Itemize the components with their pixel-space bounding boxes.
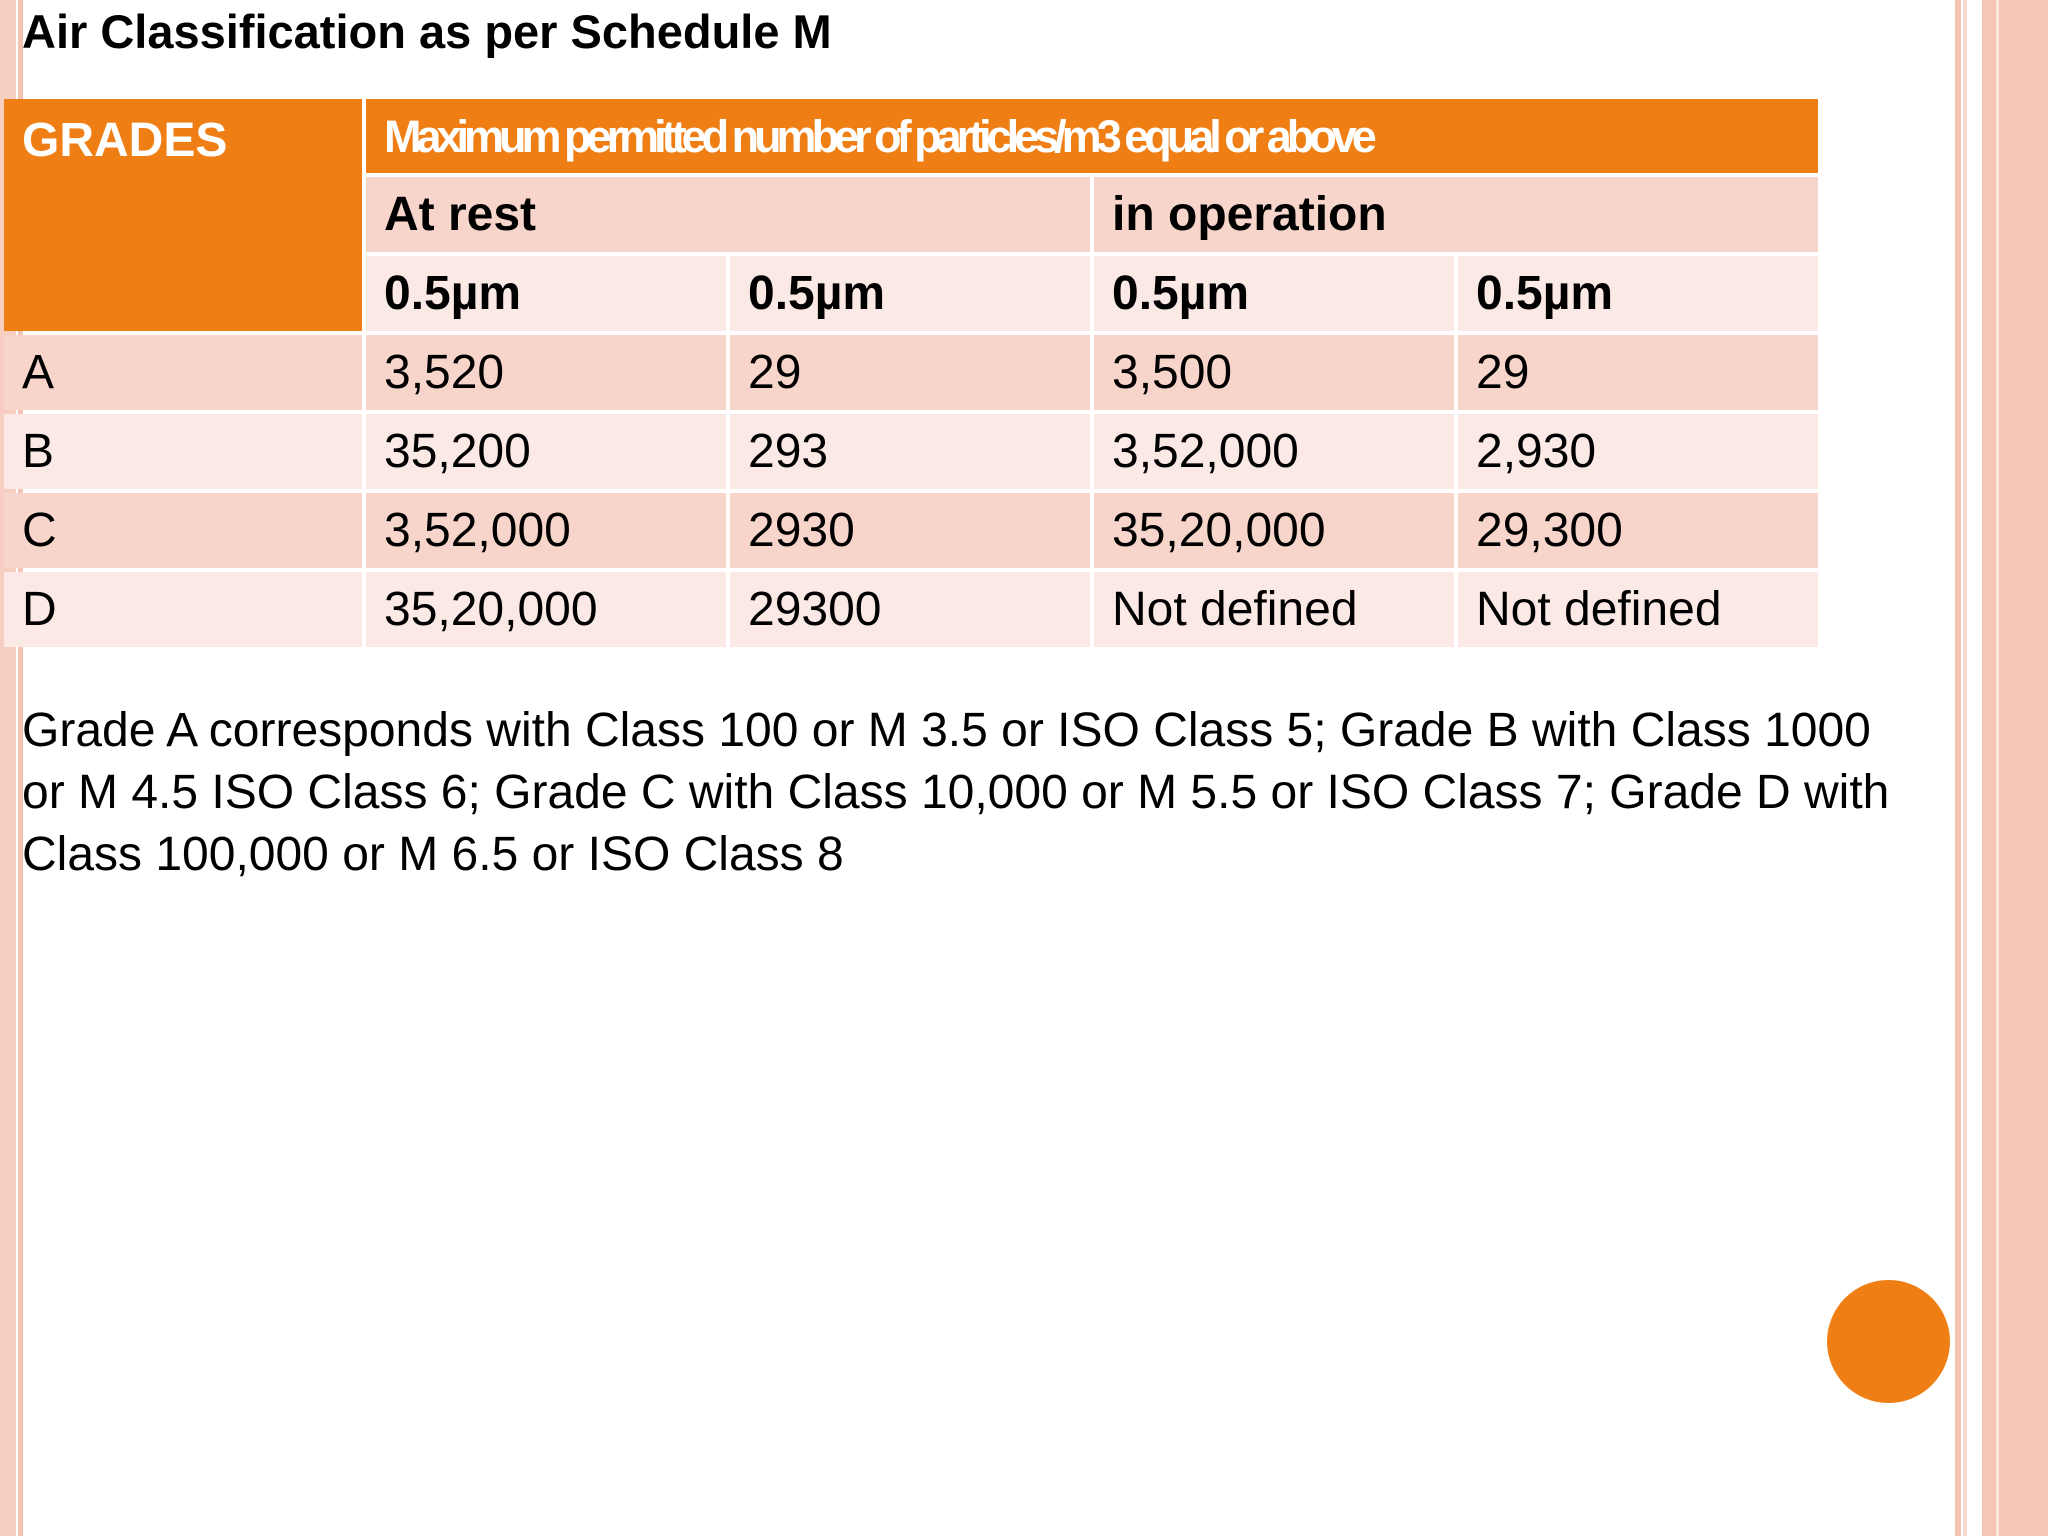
right-border-line-1 [1955, 0, 1961, 1536]
value-cell: Not defined [1094, 572, 1454, 647]
header-row: GRADES Maximum permitted number of parti… [4, 99, 1818, 331]
table-row-grade-c: C 3,52,000 2930 35,20,000 29,300 [4, 493, 1818, 568]
grade-cell: C [4, 493, 362, 568]
unit-header: 0.5µm [366, 256, 726, 331]
value-cell: 29300 [730, 572, 1090, 647]
value-cell: 35,20,000 [366, 572, 726, 647]
max-particles-header-cell: Maximum permitted number of particles/m3… [366, 99, 1818, 173]
value-cell: 2930 [730, 493, 1090, 568]
group-header-row: At rest in operation [4, 177, 1818, 252]
slide-title: Air Classification as per Schedule M [22, 5, 832, 58]
value-cell: 3,52,000 [1094, 414, 1454, 489]
value-cell: 3,52,000 [366, 493, 726, 568]
right-border-line-2 [1963, 0, 1967, 1536]
value-cell: 35,200 [366, 414, 726, 489]
value-cell: 3,520 [366, 335, 726, 410]
right-border-stripe [1982, 0, 2048, 1536]
unit-header: 0.5µm [1094, 256, 1454, 331]
value-cell: 29 [1458, 335, 1818, 410]
table-row-grade-d: D 35,20,000 29300 Not defined Not define… [4, 572, 1818, 647]
unit-header-row: 0.5µm 0.5µm 0.5µm 0.5µm [4, 256, 1818, 331]
right-border-inner-line [1996, 0, 1999, 1536]
grade-cell: D [4, 572, 362, 647]
grades-header: GRADES [22, 114, 228, 167]
unit-header: 0.5µm [1458, 256, 1818, 331]
left-border-line [18, 0, 23, 1536]
grade-cell: B [4, 414, 362, 489]
grades-header-cell: GRADES [4, 99, 362, 331]
air-classification-table: GRADES Maximum permitted number of parti… [0, 95, 1822, 651]
grade-cell: A [4, 335, 362, 410]
max-particles-header: Maximum permitted number of particles/m3… [384, 110, 1377, 162]
value-cell: 35,20,000 [1094, 493, 1454, 568]
value-cell: 3,500 [1094, 335, 1454, 410]
orange-circle-decoration [1827, 1280, 1950, 1403]
grade-correspondence-note: Grade A corresponds with Class 100 or M … [22, 704, 1890, 881]
value-cell: Not defined [1458, 572, 1818, 647]
at-rest-header: At rest [366, 177, 1090, 252]
unit-header: 0.5µm [730, 256, 1090, 331]
table-row-grade-a: A 3,520 29 3,500 29 [4, 335, 1818, 410]
value-cell: 293 [730, 414, 1090, 489]
in-operation-header: in operation [1094, 177, 1818, 252]
value-cell: 2,930 [1458, 414, 1818, 489]
value-cell: 29 [730, 335, 1090, 410]
table-row-grade-b: B 35,200 293 3,52,000 2,930 [4, 414, 1818, 489]
value-cell: 29,300 [1458, 493, 1818, 568]
